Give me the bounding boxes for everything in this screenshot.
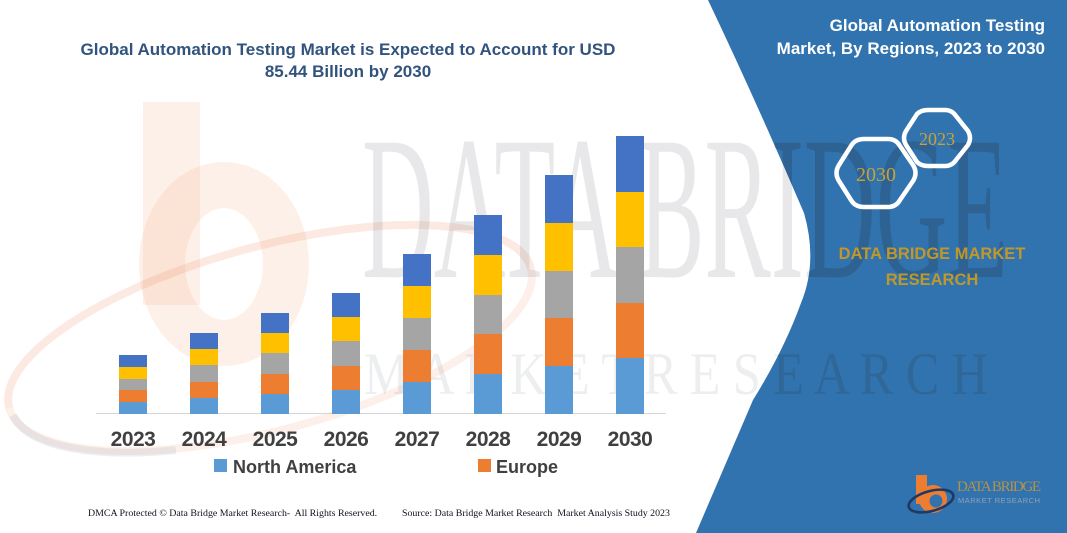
svg-text:DATA BRIDGE: DATA BRIDGE [362,95,1008,322]
svg-text:MARKET RESEARCH: MARKET RESEARCH [958,496,1040,505]
svg-text:DATA BRIDGE: DATA BRIDGE [957,479,1041,495]
svg-text:2023: 2023 [919,129,955,149]
svg-text:M A R K E T R E S E A R C H: M A R K E T R E S E A R C H [364,341,988,407]
svg-text:2030: 2030 [856,164,896,186]
